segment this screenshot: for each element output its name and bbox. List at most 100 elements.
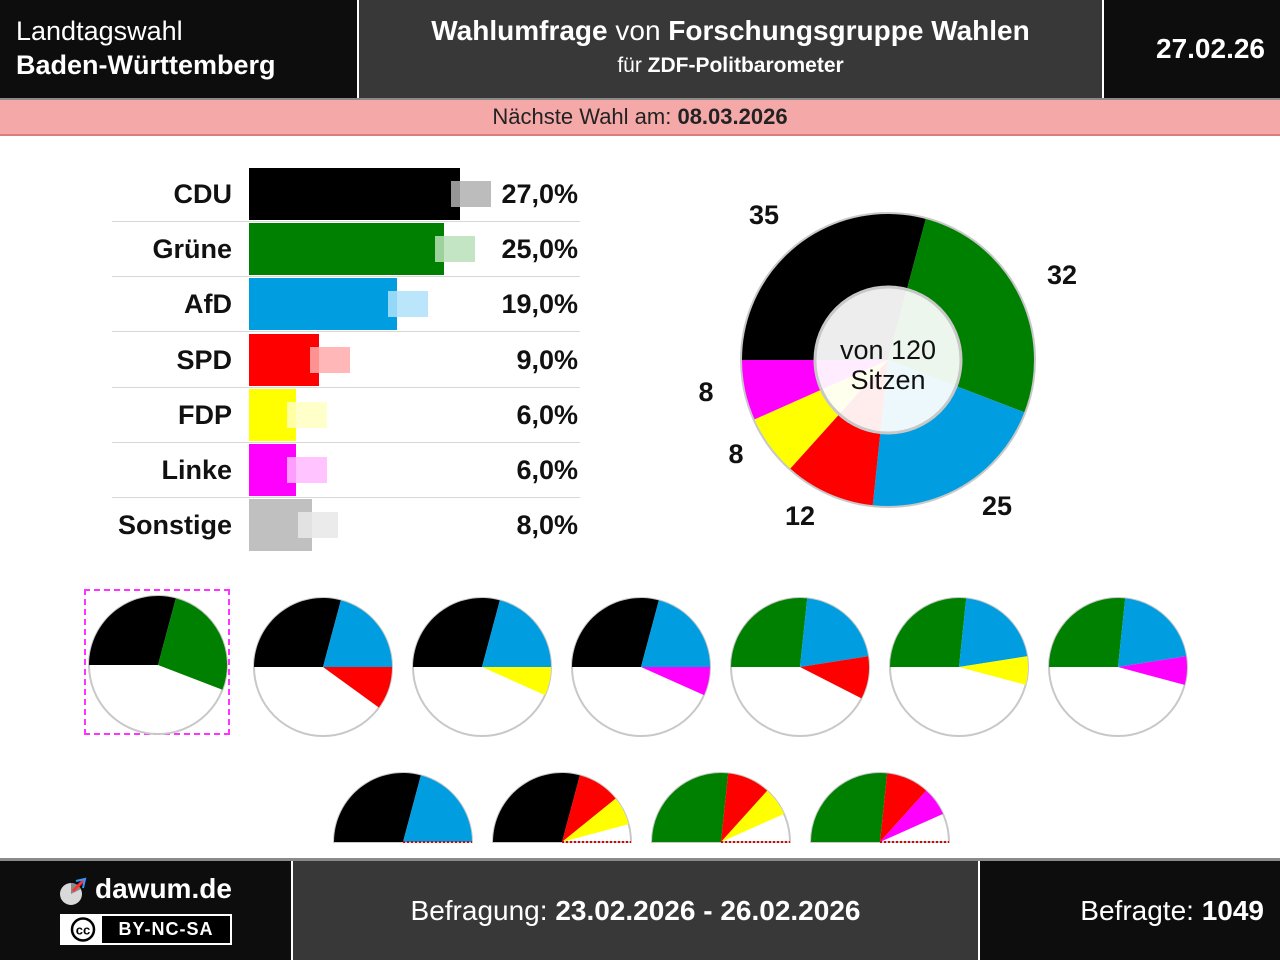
coalition-slice <box>641 667 710 696</box>
coalition-slice <box>959 656 1028 685</box>
pollster-name: Forschungsgruppe Wahlen <box>668 15 1030 46</box>
bar-row: SPD 9,0% <box>112 333 580 388</box>
coalition-option[interactable] <box>84 589 230 735</box>
bar-value-label: 27,0% <box>501 179 578 209</box>
bar-label: AfD <box>184 289 232 320</box>
coalition-slice <box>959 598 1028 667</box>
license-text: BY-NC-SA <box>102 916 230 943</box>
coalition-option[interactable] <box>1045 591 1191 737</box>
coalition-slice <box>403 775 472 842</box>
coalition-slice <box>158 598 227 690</box>
coalition-option[interactable] <box>648 772 794 848</box>
seat-donut-outline <box>740 212 1036 508</box>
previous-poll-marker <box>435 236 476 263</box>
respondents-label: Befragte: <box>1080 895 1202 926</box>
poll-subtitle: für ZDF-Politbarometer <box>359 48 1102 84</box>
coalition-pie <box>412 597 552 737</box>
poll-title: Wahlumfrage von Forschungsgruppe Wahlen <box>359 14 1102 48</box>
next-election-banner: Nächste Wahl am: 08.03.2026 <box>0 100 1280 136</box>
coalition-slice <box>482 600 551 667</box>
coalition-option[interactable] <box>886 591 1032 737</box>
coalition-option[interactable] <box>568 591 714 737</box>
seat-count-label: 32 <box>1046 260 1078 290</box>
coalition-pie <box>491 772 633 843</box>
seat-distribution: von 120 Sitzen 35 32 25 12 8 8 <box>690 160 1110 560</box>
bar-value-label: 25,0% <box>501 234 578 265</box>
coalition-option[interactable] <box>409 591 555 737</box>
coalition-option[interactable] <box>489 772 635 848</box>
bar-row: Grüne 25,0% <box>112 222 580 278</box>
previous-poll-marker <box>298 512 339 539</box>
election-type: Landtagswahl <box>16 16 183 46</box>
previous-poll-marker <box>286 457 327 483</box>
bar-value-label: 8,0% <box>516 510 578 541</box>
survey-period: Befragung: 23.02.2026 - 26.02.2026 <box>293 861 978 960</box>
coalition-slice <box>1049 598 1126 667</box>
bar-value-label: 19,0% <box>501 289 578 320</box>
bar-label: Sonstige <box>117 510 232 541</box>
seat-donut-hole <box>813 285 963 435</box>
coalition-slice <box>413 598 500 667</box>
bar-value-label: 6,0% <box>516 399 578 430</box>
bar-value-label: 9,0% <box>516 344 578 375</box>
poll-title-connector: von <box>607 15 669 46</box>
coalition-slice <box>323 600 392 667</box>
bar-row: CDU 27,0% <box>112 167 580 222</box>
coalition-slice <box>880 790 944 842</box>
bar <box>249 333 320 386</box>
bar <box>249 278 398 331</box>
bar-label: SPD <box>176 344 232 375</box>
coalition-option[interactable] <box>330 772 476 848</box>
state-name: Baden-Württemberg <box>16 50 276 80</box>
brand-name[interactable]: dawum.de <box>95 873 232 904</box>
coalition-pie <box>253 597 393 737</box>
previous-poll-marker <box>286 401 327 428</box>
coalition-slice <box>1118 598 1187 667</box>
coalition-option[interactable] <box>727 591 873 737</box>
seat-count-label: 35 <box>748 200 780 230</box>
coalition-slice <box>572 598 659 667</box>
seat-count-label: 25 <box>981 491 1013 521</box>
previous-poll-marker <box>388 291 429 318</box>
coalition-slice <box>493 773 580 842</box>
footer-divider <box>0 858 1280 861</box>
header-state: Landtagswahl Baden-Württemberg <box>0 0 357 98</box>
coalition-pie <box>650 772 792 843</box>
bar-row: FDP 6,0% <box>112 388 580 443</box>
coalition-slice <box>1118 656 1187 685</box>
coalition-slice <box>89 596 176 665</box>
seat-donut <box>740 212 1036 508</box>
coalition-pie <box>809 772 951 843</box>
coalition-slice <box>323 667 392 708</box>
coalition-pie <box>730 597 870 737</box>
header-title: Wahlumfrage von Forschungsgruppe Wahlen … <box>359 0 1102 98</box>
coalition-slice <box>721 790 785 842</box>
coalition-slice <box>254 598 341 667</box>
bar <box>249 168 460 220</box>
coalition-slice <box>652 773 729 842</box>
seat-total: von 120 Sitzen <box>806 335 970 395</box>
seat-total-line2: Sitzen <box>850 365 926 395</box>
bar-row: AfD 19,0% <box>112 277 580 333</box>
respondents: Befragte: 1049 <box>980 861 1280 960</box>
publish-date: 27.02.26 <box>1104 0 1280 98</box>
footer-brand: dawum.de cc BY-NC-SA <box>0 861 291 960</box>
coalition-slice <box>721 773 768 842</box>
coalition-slice <box>641 600 710 667</box>
previous-poll-marker <box>310 346 351 373</box>
coalition-option[interactable] <box>250 591 396 737</box>
coalition-pie <box>88 595 228 735</box>
coalition-slice <box>800 598 869 667</box>
bar-label: Grüne <box>152 234 232 265</box>
poll-title-word: Wahlumfrage <box>431 15 608 46</box>
coalition-slice <box>731 598 808 667</box>
coalition-slice <box>482 667 551 696</box>
coalition-slice <box>800 656 869 699</box>
next-election-label: Nächste Wahl am: <box>492 104 678 129</box>
coalition-option[interactable] <box>807 772 953 848</box>
header-divider <box>0 98 1280 100</box>
subtitle-prefix: für <box>617 54 648 77</box>
license-badge[interactable]: cc BY-NC-SA <box>60 914 232 945</box>
cc-icon: cc <box>64 917 102 942</box>
